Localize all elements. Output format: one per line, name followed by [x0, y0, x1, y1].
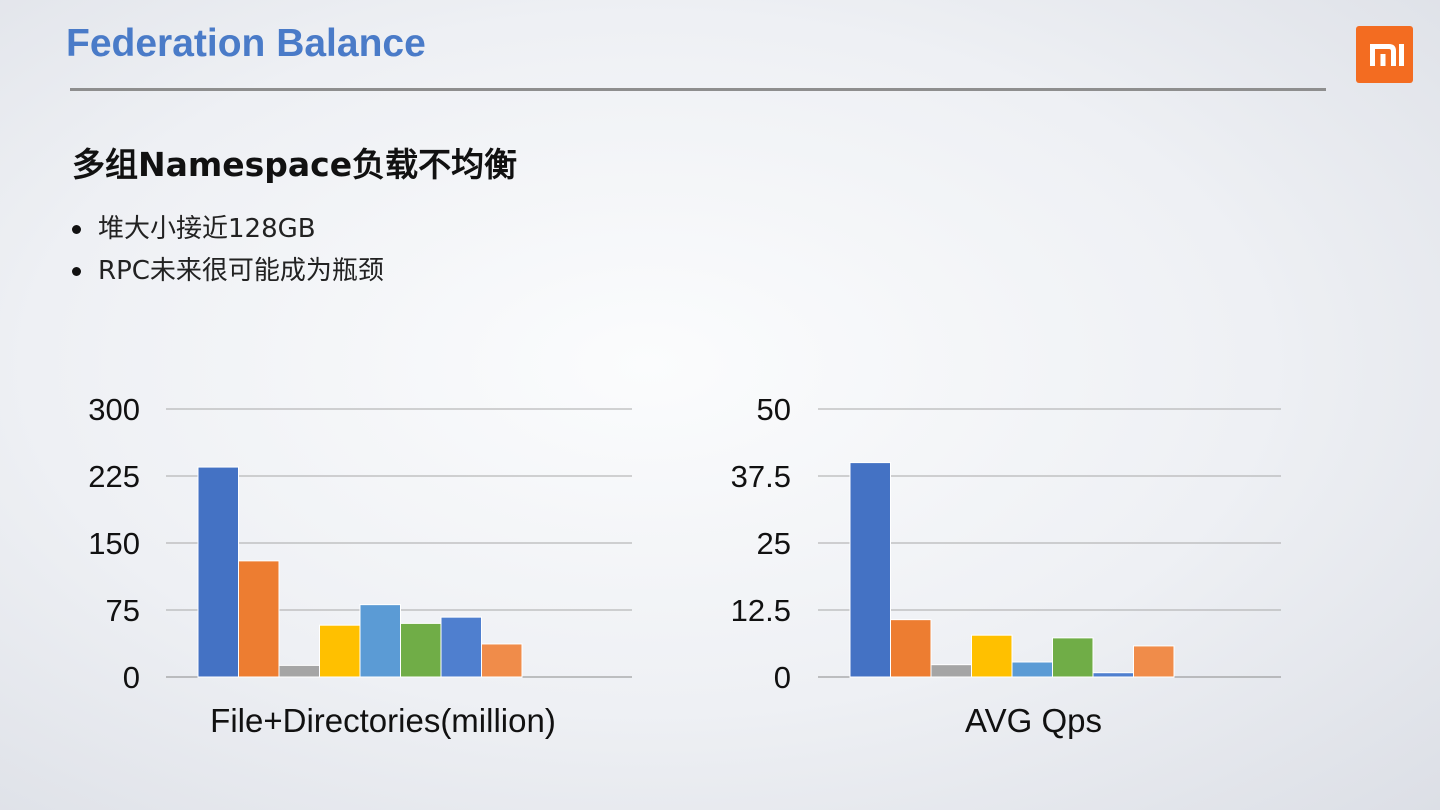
bar: [971, 634, 1013, 678]
bar: [1052, 637, 1094, 678]
bullet-dot-icon: [72, 224, 81, 234]
files-directories-chart-svg: 300 225 150 75 0 File+Directories(million): [88, 392, 632, 739]
y-tick-label: 225: [88, 459, 140, 494]
bar: [400, 622, 442, 678]
bar: [197, 466, 239, 678]
bullet-dot-icon: [72, 266, 81, 276]
y-tick-label: 150: [88, 526, 140, 561]
y-tick-label: 300: [88, 392, 140, 427]
bar: [359, 604, 401, 678]
bar: [1092, 672, 1134, 678]
avg-qps-chart-svg: 50 37.5 25 12.5 0 AVG Qps: [731, 392, 1281, 739]
bar: [890, 619, 932, 678]
bar: [238, 560, 280, 678]
bar: [849, 462, 891, 678]
bar: [930, 664, 972, 678]
x-axis-label: AVG Qps: [965, 702, 1102, 739]
page-title: Federation Balance: [66, 22, 426, 65]
y-tick-label: 75: [106, 593, 140, 628]
y-tick-label: 0: [774, 660, 791, 695]
bullet-text: RPC未来很可能成为瓶颈: [98, 256, 384, 286]
section-subtitle: 多组Namespace负载不均衡: [72, 145, 518, 184]
bullet-text: 堆大小接近128GB: [98, 214, 316, 244]
bar: [440, 616, 482, 678]
bar: [481, 643, 523, 678]
y-tick-label: 50: [757, 392, 791, 427]
bar: [278, 664, 320, 678]
mi-logo: [1356, 26, 1413, 83]
files-directories-chart: 300 225 150 75 0 File+Directories(million): [60, 380, 660, 760]
bar: [1011, 661, 1053, 678]
y-tick-label: 0: [123, 660, 140, 695]
x-axis-label: File+Directories(million): [210, 702, 556, 739]
y-tick-label: 12.5: [731, 593, 791, 628]
bullet-list: 堆大小接近128GB RPC未来很可能成为瓶颈: [72, 208, 384, 292]
bar: [319, 624, 361, 678]
y-tick-label: 37.5: [731, 459, 791, 494]
mi-logo-icon: [1370, 44, 1404, 66]
avg-qps-chart: 50 37.5 25 12.5 0 AVG Qps: [705, 380, 1305, 760]
bullet-item: RPC未来很可能成为瓶颈: [72, 250, 384, 292]
bullet-item: 堆大小接近128GB: [72, 208, 384, 250]
title-divider: [70, 88, 1326, 91]
y-tick-label: 25: [757, 526, 791, 561]
bar: [1133, 645, 1175, 678]
